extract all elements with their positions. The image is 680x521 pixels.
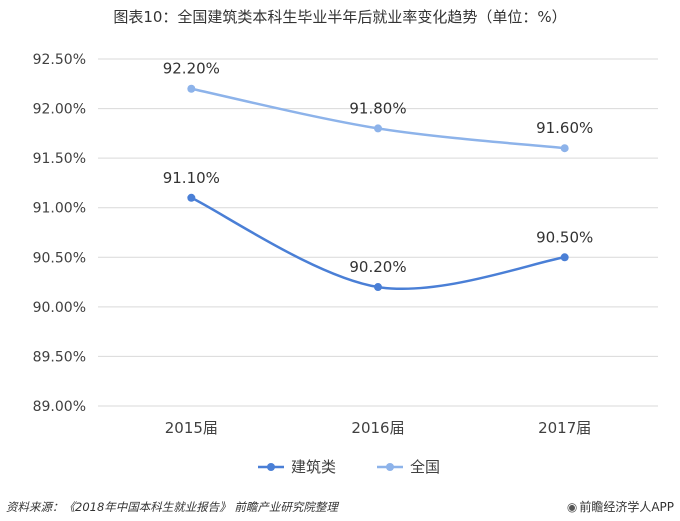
data-label: 90.50% <box>536 228 593 246</box>
brand-credit: ◉ 前瞻经济学人APP <box>567 498 674 515</box>
y-tick-label: 92.00% <box>33 102 86 118</box>
legend-marker <box>267 463 275 471</box>
y-axis-ticks: 89.00% 89.50% 90.00% 90.50% 91.00% 91.50% 92.0… <box>33 52 86 415</box>
series-line <box>191 87 565 150</box>
data-label: 91.60% <box>536 119 593 137</box>
legend-label: 全国 <box>410 458 440 476</box>
legend-label: 建筑类 <box>291 458 336 476</box>
data-label: 90.20% <box>349 258 406 276</box>
legend: 建筑类 全国 <box>258 458 440 476</box>
series-layer <box>187 84 569 292</box>
data-point <box>560 253 569 262</box>
y-tick-label: 89.00% <box>33 399 86 415</box>
x-axis-ticks: 2015届 2016届 2017届 <box>165 419 592 437</box>
y-tick-label: 91.00% <box>33 201 86 217</box>
data-point <box>187 193 196 202</box>
data-label: 91.10% <box>163 169 220 187</box>
y-tick-label: 90.00% <box>33 300 86 316</box>
source-note: 资料来源：《2018年中国本科生就业报告》 前瞻产业研究院整理 <box>6 500 338 514</box>
x-tick-label: 2017届 <box>538 419 591 437</box>
x-tick-label: 2016届 <box>351 419 404 437</box>
y-tick-label: 92.50% <box>33 52 86 68</box>
data-point <box>374 283 382 292</box>
legend-marker <box>386 463 394 471</box>
chart-title: 图表10：全国建筑类本科生毕业半年后就业率变化趋势（单位：%） <box>113 8 567 26</box>
data-label: 91.80% <box>349 99 406 117</box>
data-point <box>374 124 382 133</box>
data-point <box>187 84 196 93</box>
brand-logo-icon: ◉ <box>566 500 578 514</box>
brand-name: 前瞻经济学人APP <box>579 500 674 514</box>
x-tick-label: 2015届 <box>165 419 218 437</box>
data-labels: 91.10% 90.20% 90.50% 92.20% 91.80% 91.60% <box>163 60 594 276</box>
data-label: 92.20% <box>163 60 220 78</box>
data-point <box>560 144 569 153</box>
y-tick-label: 91.50% <box>33 151 86 167</box>
y-tick-label: 90.50% <box>33 250 86 266</box>
y-tick-label: 89.50% <box>33 349 86 365</box>
